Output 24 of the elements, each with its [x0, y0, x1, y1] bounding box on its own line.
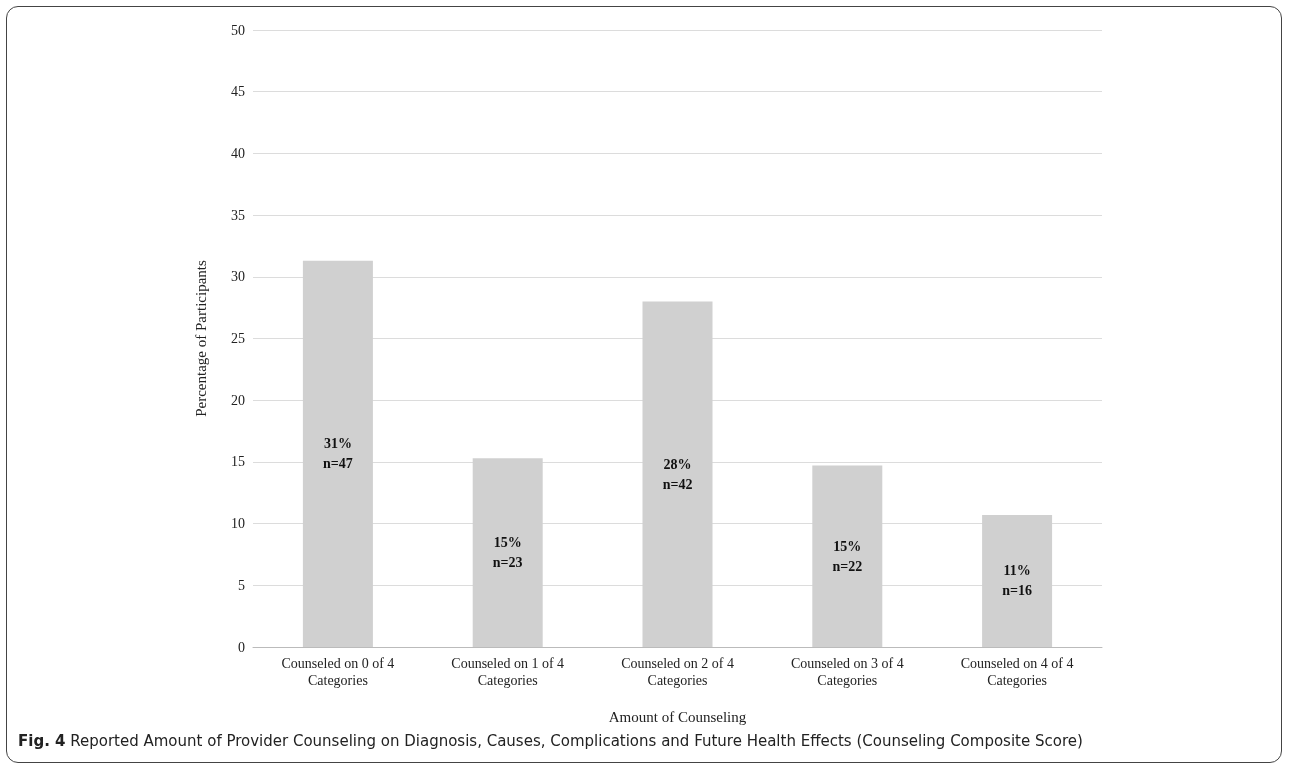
- data-label: 15% n=23: [492, 535, 523, 571]
- y-tick-label: 15: [231, 454, 245, 470]
- y-tick-label: 0: [238, 639, 245, 655]
- x-axis-title: Amount of Counseling: [608, 708, 747, 725]
- data-label: 31% n=47: [323, 436, 353, 472]
- y-tick-label: 40: [231, 145, 245, 161]
- y-tick-label: 10: [231, 516, 245, 532]
- y-tick-label: 5: [238, 577, 245, 593]
- y-tick-label: 50: [231, 22, 245, 38]
- caption: Fig. 4 Reported Amount of Provider Counseling on Diagnosis, Causes, Complications and Future Health Effects (Counseling Composite Score): [18, 732, 1084, 750]
- y-tick-label: 25: [231, 331, 245, 346]
- x-tick-label: Counseled on 2 of 4 Categories: [621, 656, 734, 688]
- data-label: 28% n=42: [662, 456, 693, 492]
- y-tick-label: 45: [231, 84, 245, 100]
- data-label: 15% n=22: [832, 538, 863, 574]
- y-tick-label: 30: [231, 269, 245, 285]
- x-tick-label: Counseled on 3 of 4 Categories: [790, 656, 904, 688]
- y-tick-label: 20: [231, 392, 245, 408]
- y-tick-label: 35: [231, 207, 245, 223]
- x-tick-label: Counseled on 1 of 4 Categories: [451, 656, 565, 688]
- x-tick-label: Counseled on 0 of 4 Categories: [281, 656, 395, 688]
- data-label: 11% n=16: [1002, 563, 1032, 599]
- x-tick-label: Counseled on 4 of 4 Categories: [960, 656, 1074, 688]
- y-axis-title: Percentage of Participants: [192, 260, 209, 417]
